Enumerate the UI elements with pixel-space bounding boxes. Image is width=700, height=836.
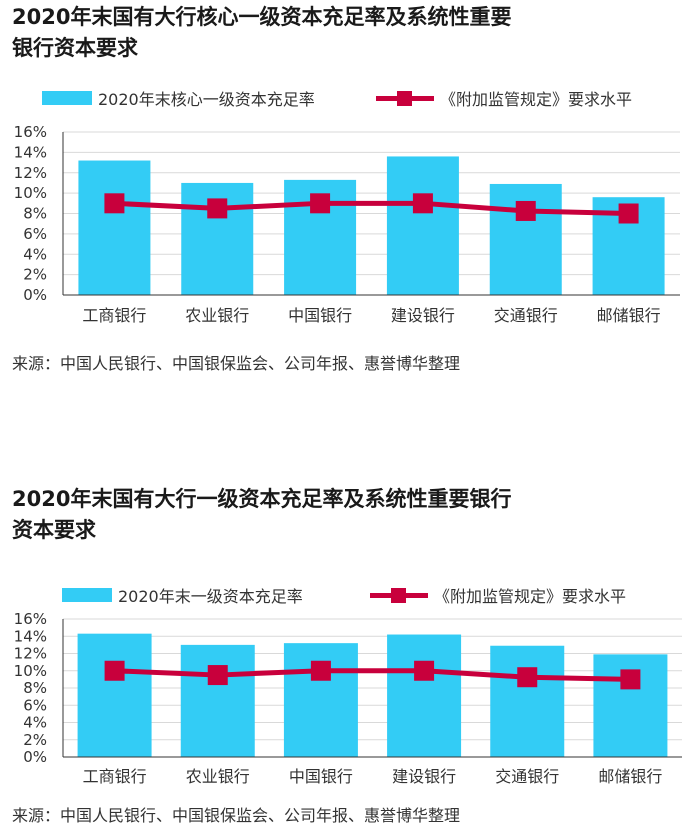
y-tick-label: 12% (14, 164, 47, 182)
chart-1: 2020年末国有大行核心一级资本充足率及系统性重要 银行资本要求 2020年末核… (0, 0, 700, 400)
chart-2-legend-line: 《附加监管规定》要求水平 (370, 583, 626, 607)
requirement-point-1 (104, 193, 125, 214)
requirement-point-1 (104, 660, 125, 681)
chart-1-title-line2: 银行资本要求 (12, 36, 138, 60)
y-tick-label: 2% (23, 731, 47, 749)
x-tick-label: 中国银行 (288, 306, 352, 325)
requirement-line (114, 668, 631, 682)
y-tick-label: 6% (23, 696, 47, 714)
chart-2-source: 来源：中国人民银行、中国银保监会、公司年报、惠誉博华整理 (12, 806, 461, 825)
bar-4 (387, 634, 462, 757)
y-tick-label: 8% (23, 679, 47, 697)
y-tick-label: 16% (14, 610, 47, 628)
requirement-point-5 (515, 200, 536, 221)
y-tick-label: 0% (23, 748, 47, 766)
requirement-point-3 (310, 660, 331, 681)
bar-2 (180, 644, 255, 757)
chart-2-legend-bar: 2020年末一级资本充足率 (62, 583, 303, 607)
requirement-point-2 (207, 665, 228, 686)
y-tick-label: 14% (14, 627, 47, 645)
y-tick-label: 6% (23, 225, 47, 243)
requirement-point-4 (412, 193, 433, 214)
requirement-point-2 (207, 198, 228, 219)
y-tick-label: 16% (14, 123, 47, 141)
chart-1-legend-line-label: 《附加监管规定》要求水平 (440, 90, 633, 109)
chart-1-legend-bar-label: 2020年末核心一级资本充足率 (98, 90, 315, 109)
x-tick-label: 邮储银行 (597, 306, 661, 325)
chart-2-title-line2: 资本要求 (12, 518, 96, 542)
chart-2-legend-bar-label: 2020年末一级资本充足率 (118, 587, 303, 606)
x-tick-label: 工商银行 (83, 767, 147, 786)
y-tick-label: 4% (23, 245, 47, 263)
x-tick-label: 农业银行 (185, 306, 249, 325)
chart-1-source: 来源：中国人民银行、中国银保监会、公司年报、惠誉博华整理 (12, 354, 461, 373)
y-tick-label: 0% (23, 286, 47, 304)
requirement-point-3 (310, 193, 331, 214)
x-tick-label: 建设银行 (391, 306, 455, 325)
y-tick-label: 10% (14, 662, 47, 680)
bar-1 (77, 633, 152, 757)
y-tick-label: 4% (23, 714, 47, 732)
chart-2-legend-line-label: 《附加监管规定》要求水平 (434, 587, 627, 606)
bar-4 (386, 156, 459, 295)
chart-2-plot: 0%2%4%6%8%10%12%14%16% 工商银行 农业银行 中国银行 建设银行 交通… (14, 610, 682, 786)
chart-2-title-line1: 2020年末国有大行一级资本充足率及系统性重要银行 (12, 487, 512, 511)
y-tick-label: 14% (14, 143, 47, 161)
bar-5 (490, 645, 565, 757)
chart-1-legend-bar-swatch (42, 91, 92, 105)
y-tick-label: 8% (23, 205, 47, 223)
y-tick-label: 12% (14, 645, 47, 663)
y-tick-label: 10% (14, 184, 47, 202)
chart-1-legend-line-marker (376, 91, 434, 106)
bar-5 (489, 183, 562, 295)
chart-2-legend-line-marker (370, 588, 428, 603)
chart-1-plot: 0% 2% 4% 6% 8% 10% 12% 14% 16% 工商银行 农业银行 中国银行 建设银行 交通… (14, 123, 680, 325)
x-tick-label: 中国银行 (289, 767, 353, 786)
chart-2: 2020年末国有大行一级资本充足率及系统性重要银行 资本要求 2020年末一级资… (0, 482, 700, 836)
chart-2-legend-bar-swatch (62, 588, 112, 602)
bar-3 (283, 643, 358, 757)
requirement-point-6 (618, 203, 639, 224)
chart-1-title-line1: 2020年末国有大行核心一级资本充足率及系统性重要 (12, 5, 512, 29)
x-tick-label: 交通银行 (495, 767, 559, 786)
requirement-point-5 (517, 667, 538, 688)
x-tick-label: 工商银行 (82, 306, 146, 325)
requirement-point-6 (620, 669, 641, 690)
chart-1-legend-line: 《附加监管规定》要求水平 (376, 86, 632, 110)
requirement-line (114, 200, 629, 216)
x-tick-label: 建设银行 (392, 767, 456, 786)
chart-1-title: 2020年末国有大行核心一级资本充足率及系统性重要 银行资本要求 (12, 2, 511, 64)
y-tick-label: 2% (23, 266, 47, 284)
x-tick-label: 农业银行 (186, 767, 250, 786)
chart-1-legend-bar: 2020年末核心一级资本充足率 (42, 86, 315, 110)
x-tick-label: 邮储银行 (598, 767, 662, 786)
bar-1 (78, 160, 151, 295)
requirement-point-4 (414, 660, 435, 681)
x-tick-label: 交通银行 (494, 306, 558, 325)
chart-2-title: 2020年末国有大行一级资本充足率及系统性重要银行 资本要求 (12, 484, 511, 546)
